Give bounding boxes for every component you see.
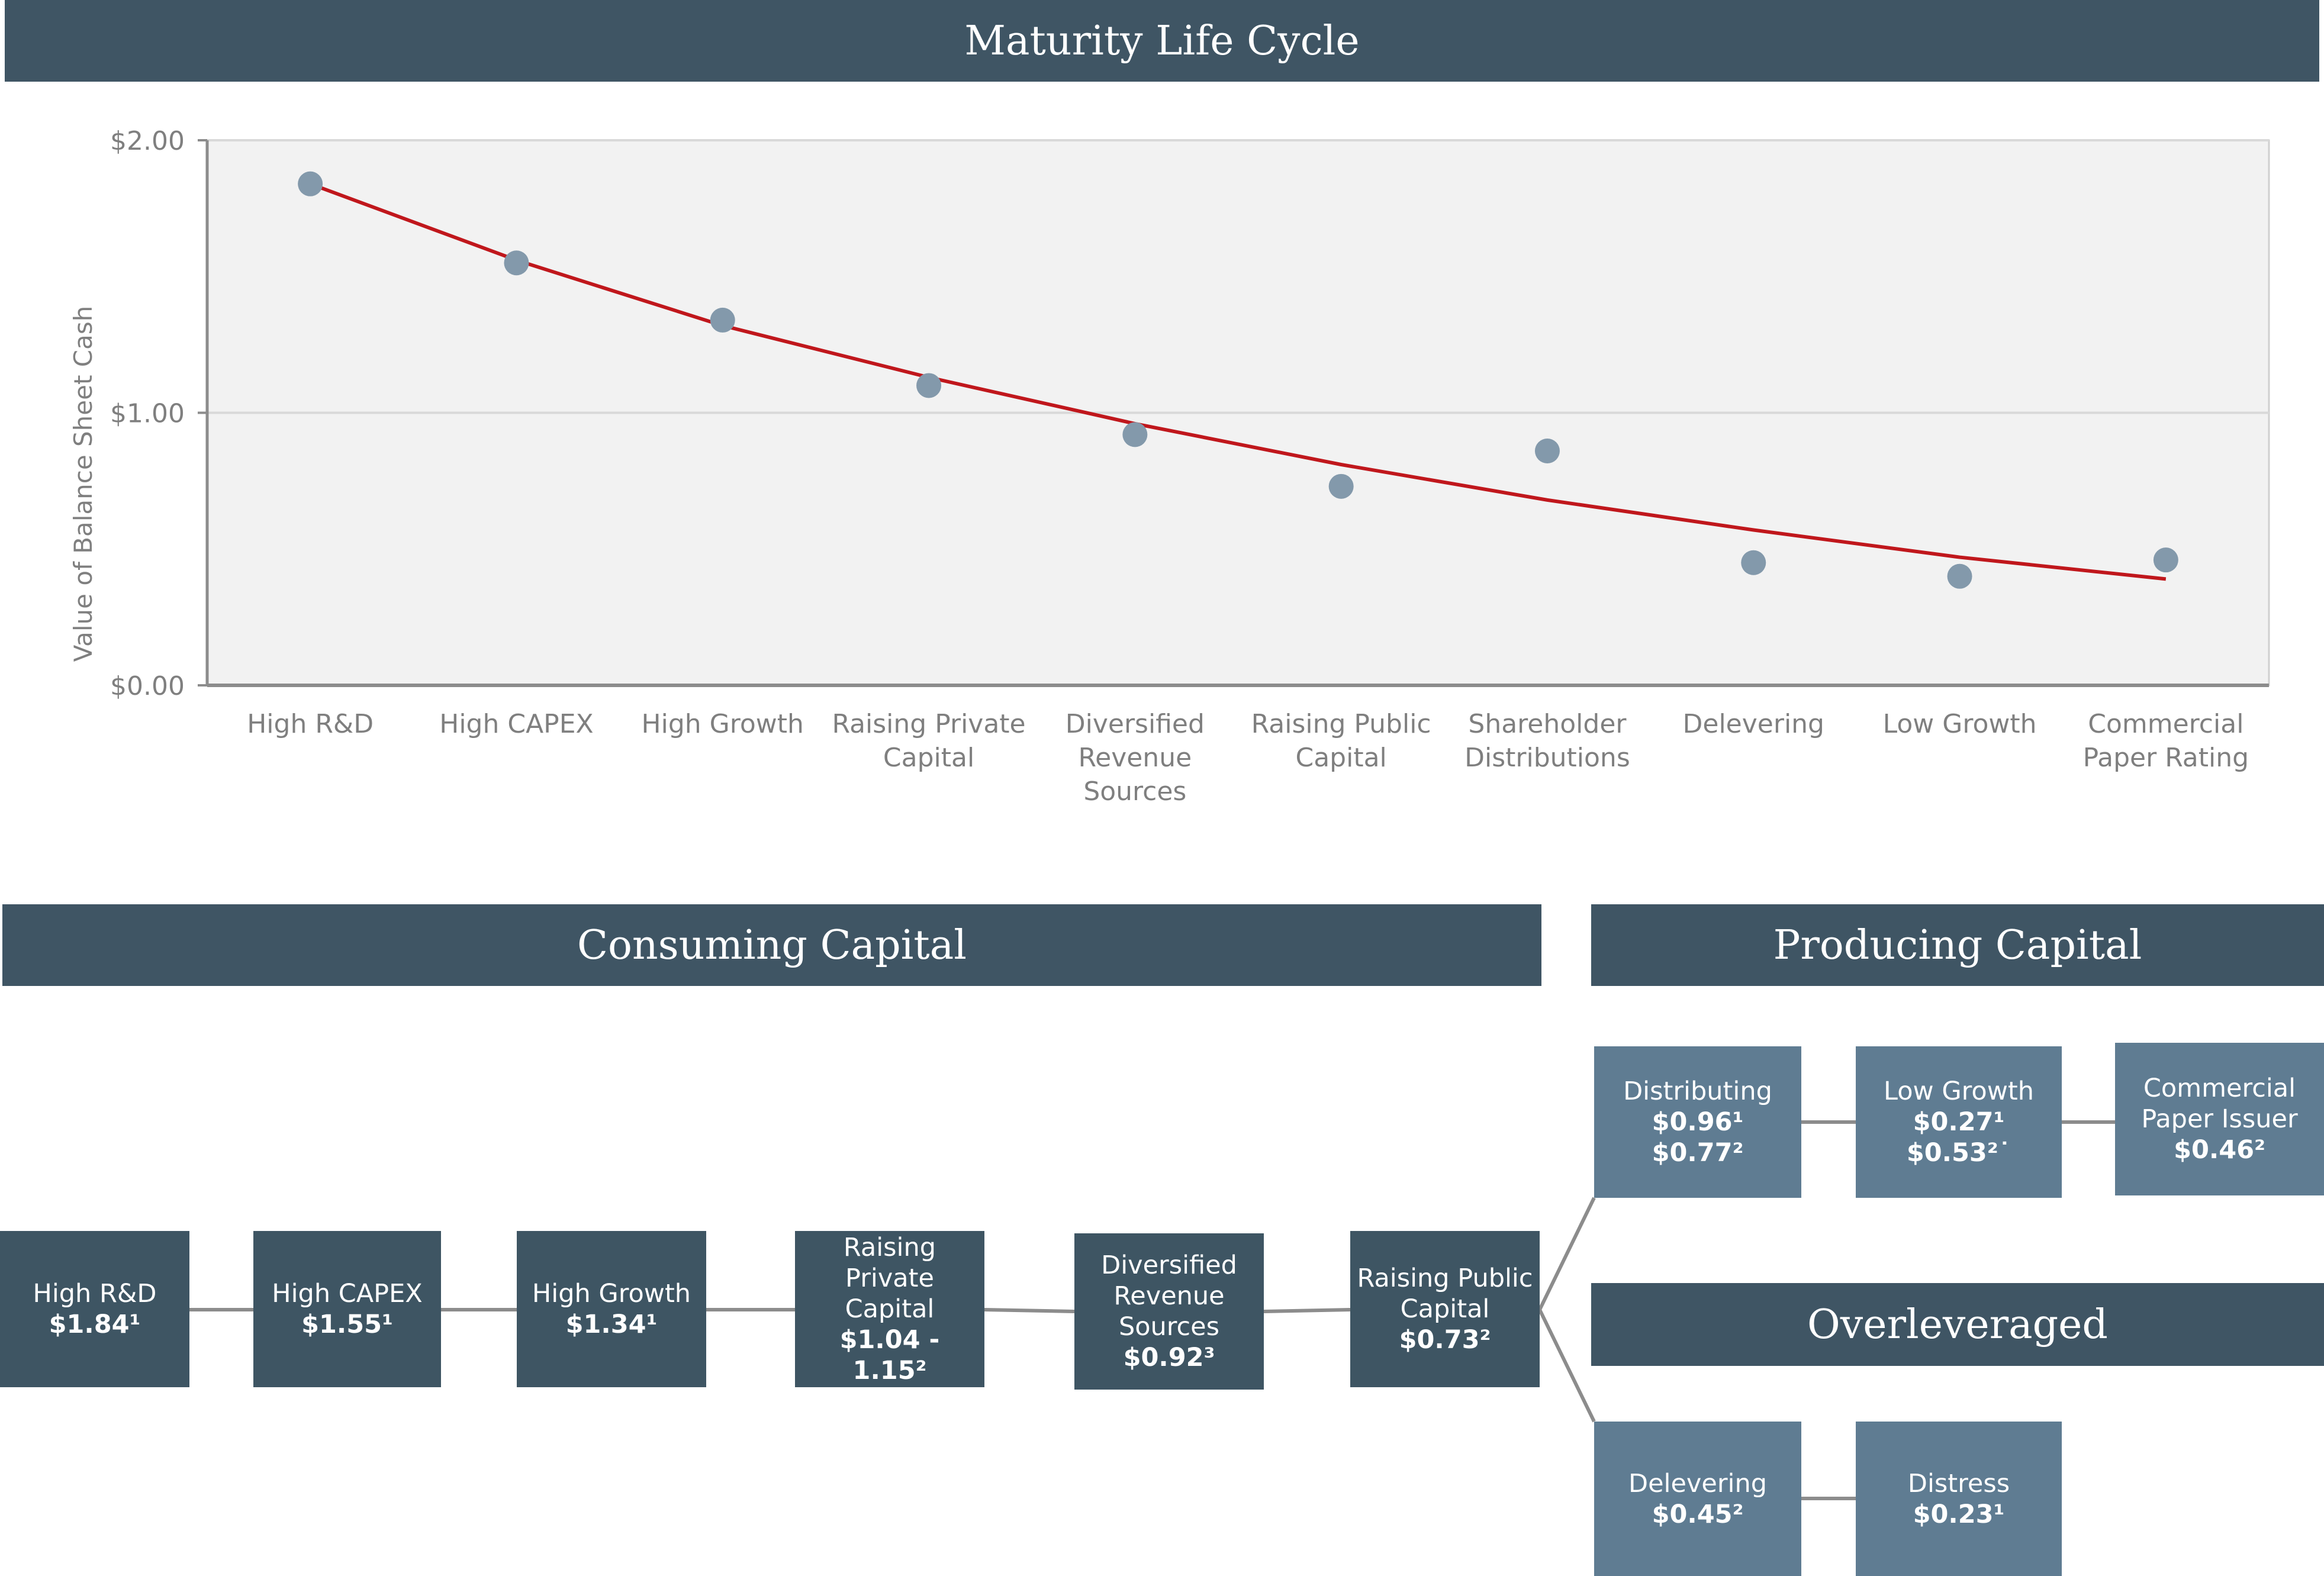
stage-value: $0.53²˙ [1906, 1138, 2011, 1168]
data-point [1741, 550, 1766, 575]
y-axis-label: Value of Balance Sheet Cash [69, 306, 98, 662]
chart-title-banner: Maturity Life Cycle [5, 0, 2319, 82]
x-tick-label: Delevering [1683, 709, 1825, 739]
y-tick-label: $0.00 [110, 671, 185, 701]
stage-value: $0.27¹ [1913, 1107, 2005, 1137]
data-point [1534, 438, 1560, 463]
stage-label: Distributing [1623, 1077, 1772, 1106]
stage-box-high-rnd: High R&D $1.84¹ [0, 1231, 189, 1387]
stage-label: Raising Public [1357, 1264, 1533, 1293]
stage-label: Raising Private [843, 1233, 936, 1293]
x-tick-label: Commercial Paper Rating [2083, 709, 2249, 773]
x-tick-label: Low Growth [1883, 709, 2037, 739]
stage-box-distress: Distress $0.23¹ [1856, 1422, 2062, 1576]
stage-box-high-capex: High CAPEX $1.55¹ [253, 1231, 441, 1387]
y-tick-label: $1.00 [110, 399, 185, 429]
stage-label: Paper Issuer [2141, 1104, 2298, 1134]
stage-value: $0.46² [2174, 1135, 2265, 1165]
data-point [298, 171, 323, 196]
data-point [1328, 473, 1354, 499]
connector-branch-up [1538, 1197, 1596, 1311]
connector-branch-down [1538, 1309, 1596, 1423]
stage-label: High R&D [33, 1279, 157, 1309]
stage-label: Diversified [1101, 1251, 1237, 1280]
stage-box-delevering: Delevering $0.45² [1594, 1422, 1801, 1576]
producing-capital-title: Producing Capital [1773, 921, 2142, 969]
x-tick-label: High Growth [642, 709, 804, 739]
data-point [916, 373, 942, 398]
stage-box-raising-private-capital: Raising Private Capital $1.04 - 1.15² [795, 1231, 984, 1387]
overleveraged-title: Overleveraged [1807, 1301, 2108, 1348]
data-point [2153, 547, 2178, 573]
data-point [710, 307, 735, 333]
x-tick-label: High CAPEX [439, 709, 593, 739]
connector-line [984, 1308, 1075, 1313]
stage-value: $0.92³ [1123, 1343, 1215, 1372]
data-point [1947, 563, 1972, 589]
x-tick-label: Diversified Revenue Sources [1066, 709, 1205, 807]
stage-box-low-growth: Low Growth $0.27¹ $0.53²˙ [1856, 1046, 2062, 1198]
stage-label: Low Growth [1884, 1077, 2034, 1106]
overleveraged-banner: Overleveraged [1591, 1283, 2324, 1366]
x-tick-label: High R&D [247, 709, 374, 739]
stage-value: $1.84¹ [49, 1310, 141, 1339]
consuming-capital-title: Consuming Capital [577, 921, 967, 969]
stage-value: $1.04 - 1.15² [839, 1325, 940, 1385]
stage-value: $0.73² [1399, 1325, 1491, 1355]
stage-value: $0.23¹ [1913, 1499, 2005, 1529]
stage-box-distributing: Distributing $0.96¹ $0.77² [1594, 1046, 1801, 1198]
stage-label: Capital [845, 1294, 935, 1324]
stage-value: $1.55¹ [301, 1310, 393, 1339]
stage-label: Sources [1118, 1312, 1220, 1342]
stage-label: Delevering [1628, 1468, 1768, 1498]
stage-label: Distress [1907, 1468, 2010, 1498]
stage-label: High Growth [532, 1279, 691, 1309]
stage-box-diversified-revenue: Diversified Revenue Sources $0.92³ [1074, 1233, 1264, 1390]
x-tick-label: Raising Public Capital [1251, 709, 1431, 773]
stage-box-commercial-paper-issuer: Commercial Paper Issuer $0.46² [2115, 1043, 2324, 1195]
chart-title: Maturity Life Cycle [964, 17, 1360, 65]
stage-value: $0.45² [1652, 1499, 1744, 1529]
x-tick-label: Shareholder Distributions [1464, 709, 1630, 773]
x-tick-label: Raising Private Capital [832, 709, 1025, 773]
data-point [504, 250, 529, 276]
stage-value: $1.34¹ [565, 1310, 658, 1339]
maturity-chart: $0.00 $1.00 $2.00 Value of Balance Sheet Ca… [69, 126, 2270, 807]
stage-box-raising-public-capital: Raising Public Capital $0.73² [1350, 1231, 1540, 1387]
stage-value: $0.77² [1652, 1138, 1744, 1168]
data-point [1122, 422, 1148, 447]
stage-box-high-growth: High Growth $1.34¹ [517, 1231, 706, 1387]
stage-label: Revenue [1113, 1281, 1225, 1311]
connector-line [1263, 1308, 1351, 1313]
stage-value: $0.96¹ [1652, 1107, 1744, 1137]
trend-line [310, 182, 2167, 581]
consuming-capital-banner: Consuming Capital [2, 904, 1541, 986]
stage-label: Capital [1400, 1294, 1490, 1324]
stage-label: Commercial [2143, 1074, 2296, 1103]
y-tick-label: $2.00 [110, 126, 185, 156]
producing-capital-banner: Producing Capital [1591, 904, 2324, 986]
stage-label: High CAPEX [272, 1279, 423, 1309]
